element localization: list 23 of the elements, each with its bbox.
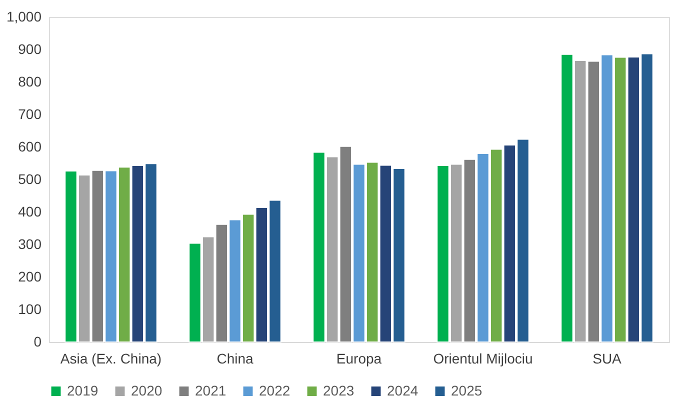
- y-tick-label: 200: [18, 268, 42, 284]
- y-tick-label: 500: [18, 171, 42, 187]
- y-tick-label: 700: [18, 106, 42, 122]
- legend-label: 2025: [451, 382, 482, 398]
- legend-label: 2021: [195, 382, 226, 398]
- y-tick-label: 400: [18, 204, 42, 220]
- legend-label: 2023: [323, 382, 354, 398]
- x-tick-label: China: [216, 350, 254, 366]
- legend-label: 2024: [387, 382, 418, 398]
- y-tick-label: 600: [18, 138, 42, 154]
- y-tick-label: 0: [34, 334, 42, 350]
- x-tick-label: Europa: [336, 350, 382, 366]
- x-tick-label: Orientul Mijlociu: [433, 350, 533, 366]
- legend-label: 2022: [259, 382, 290, 398]
- legend-label: 2019: [67, 382, 98, 398]
- x-tick-label: SUA: [592, 350, 622, 366]
- x-tick-label: Asia (Ex. China): [60, 350, 162, 366]
- y-tick-label: 100: [18, 301, 42, 317]
- legend-label: 2020: [131, 382, 162, 398]
- y-tick-label: 1,000: [6, 8, 42, 24]
- y-tick-label: 800: [18, 74, 42, 90]
- y-tick-label: 900: [18, 41, 42, 57]
- y-tick-label: 300: [18, 236, 42, 252]
